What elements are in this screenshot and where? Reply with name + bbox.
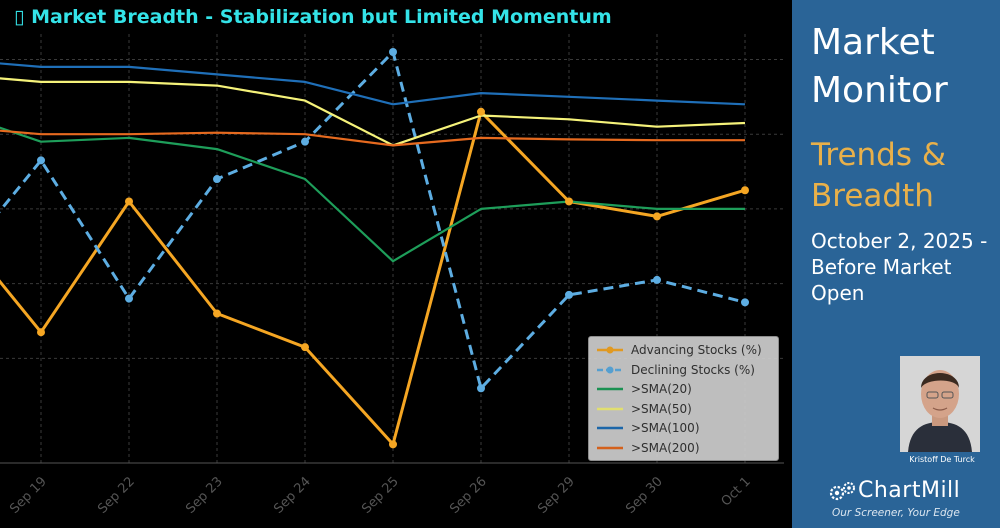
legend-item: Advancing Stocks (%)	[595, 341, 762, 359]
data-point	[301, 343, 309, 352]
legend-item: >SMA(200)	[595, 439, 700, 457]
x-tick-label: Sep 26	[447, 474, 490, 517]
legend-label: >SMA(50)	[631, 401, 692, 416]
legend-swatch	[597, 426, 623, 430]
legend-item: >SMA(20)	[595, 380, 692, 398]
data-point	[125, 294, 133, 303]
chart-title: ▯ Market Breadth - Stabilization but Lim…	[14, 6, 612, 28]
data-point	[37, 156, 45, 165]
chartmill-logo: ChartMill	[828, 478, 960, 503]
legend-item: Declining Stocks (%)	[595, 361, 755, 379]
data-point	[389, 440, 397, 449]
gears-icon	[829, 481, 855, 500]
data-point	[741, 186, 749, 195]
legend-label: >SMA(200)	[631, 440, 700, 455]
data-point	[653, 275, 661, 284]
panel-title-line1: Market	[811, 22, 935, 63]
x-tick-label: Sep 23	[183, 474, 226, 517]
legend-item: >SMA(50)	[595, 400, 692, 418]
data-point	[477, 384, 485, 393]
panel-subtitle-line1: Trends &	[811, 137, 947, 173]
legend-swatch	[597, 366, 623, 373]
panel-subtitle-line2: Breadth	[811, 178, 934, 214]
x-tick-label: Sep 29	[535, 474, 578, 517]
data-point	[565, 197, 573, 206]
legend-item: >SMA(100)	[595, 419, 700, 437]
x-tick-label: Sep 24	[271, 474, 314, 517]
legend-swatch	[597, 387, 623, 391]
author-name: Kristoff De Turck	[909, 455, 975, 464]
chart-area: Sep 19 Sep 22 Sep 23 Sep 24 Sep 25 Sep 26 Sep …	[0, 6, 784, 517]
line-chart: Sep 19 Sep 22 Sep 23 Sep 24 Sep 25 Sep 26 Sep …	[0, 34, 784, 517]
author-avatar	[900, 356, 980, 452]
side-panel: Market Monitor Trends & Breadth October …	[792, 0, 1000, 528]
legend-swatch	[597, 446, 623, 449]
x-tick-label: Sep 30	[623, 474, 666, 517]
data-point	[37, 328, 45, 337]
x-tick-label: Sep 25	[359, 474, 402, 517]
legend-swatch	[597, 346, 623, 354]
legend-label: >SMA(100)	[631, 421, 700, 435]
data-point	[653, 212, 661, 221]
series-line-3	[0, 77, 746, 147]
logo-text: ChartMill	[858, 478, 961, 503]
x-tick-label: Sep 19	[7, 474, 50, 517]
legend-label: Declining Stocks (%)	[631, 362, 755, 377]
x-tick-label: Oct 1	[719, 474, 754, 509]
x-tick-label: Sep 22	[95, 474, 138, 517]
series-line-2	[0, 126, 745, 263]
series-line-1	[0, 50, 746, 390]
tagline: Our Screener, Your Edge	[832, 507, 960, 519]
data-point	[477, 107, 485, 116]
data-point	[741, 298, 749, 307]
data-point	[213, 309, 221, 318]
data-point	[213, 175, 221, 184]
series-line-5	[0, 129, 745, 147]
data-point	[389, 48, 397, 56]
chart-legend: Advancing Stocks (%) Declining Stocks (%)…	[588, 336, 779, 461]
data-point	[565, 290, 573, 299]
series-line-4	[0, 62, 746, 106]
report-date: October 2, 2025 - Before Market Open	[811, 229, 988, 305]
data-point	[125, 197, 133, 206]
legend-label: >SMA(20)	[631, 382, 692, 396]
panel-title-line2: Monitor	[811, 70, 948, 111]
data-point	[301, 137, 309, 146]
legend-swatch	[597, 407, 623, 410]
series-line-0	[0, 110, 746, 446]
legend-label: Advancing Stocks (%)	[631, 343, 762, 357]
